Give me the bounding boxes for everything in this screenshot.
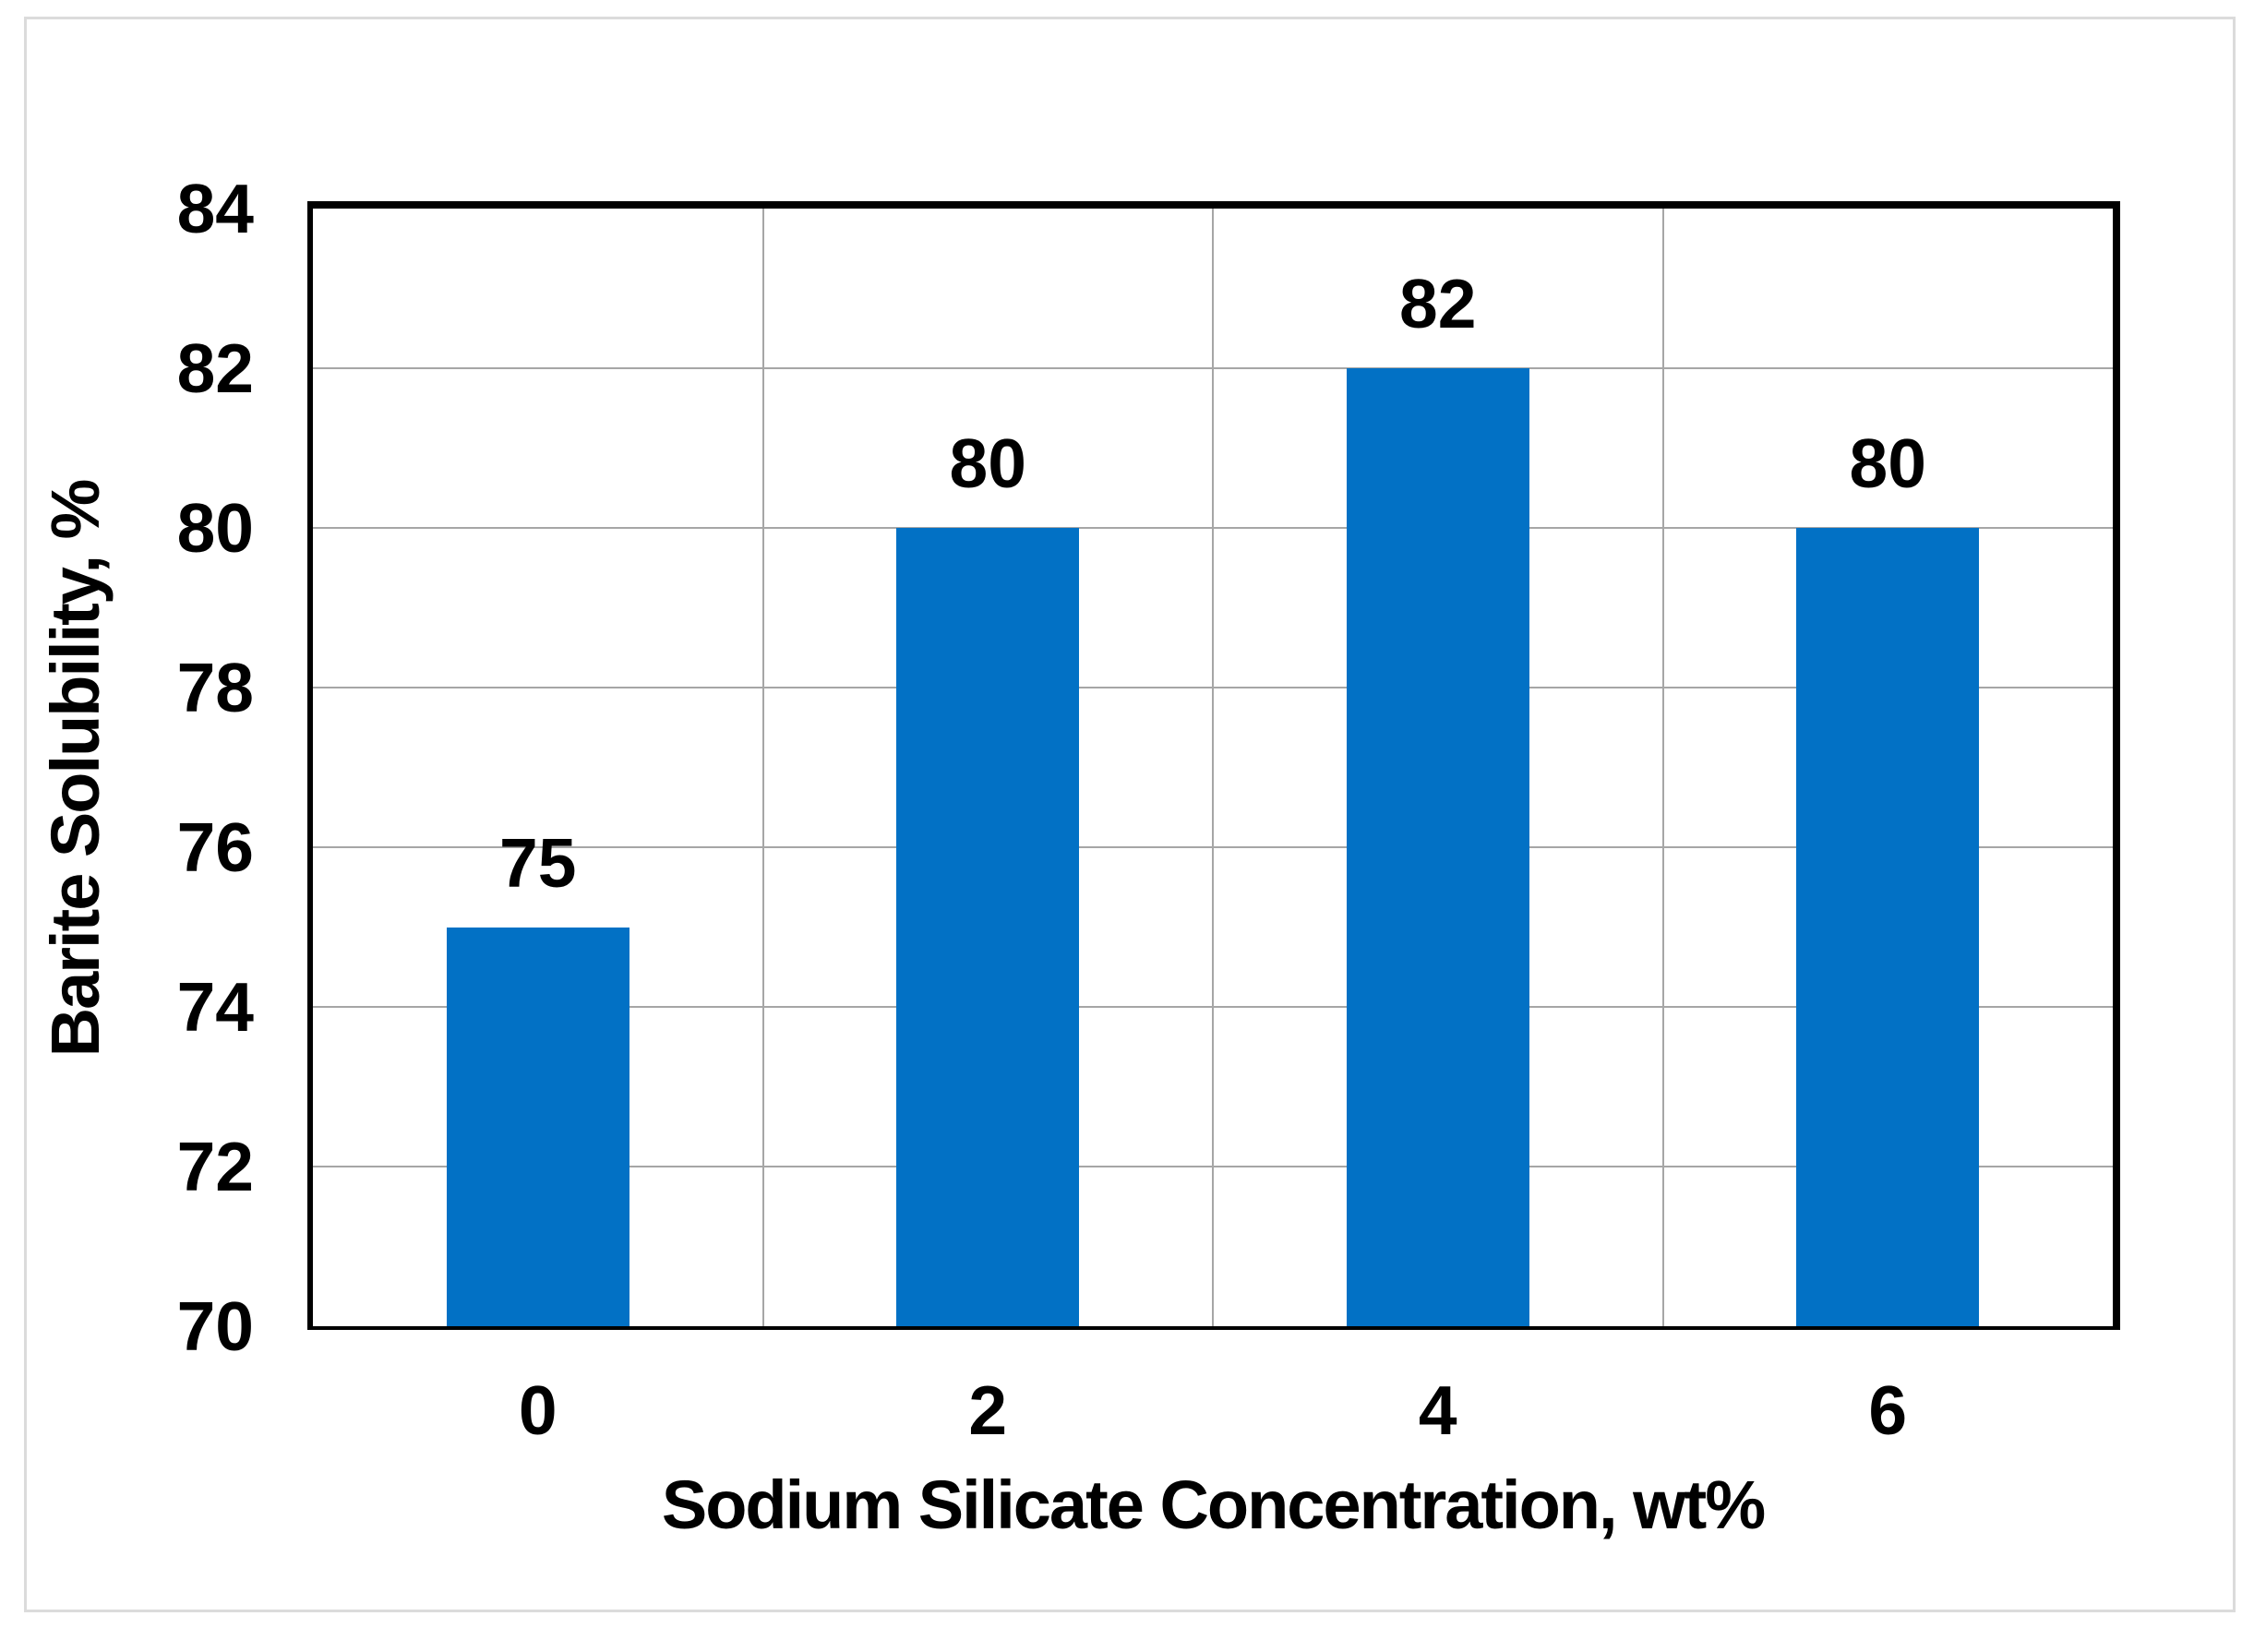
y-tick-label-84: 84	[176, 170, 254, 247]
v-gridline-3	[1661, 209, 1664, 1326]
x-axis-title: Sodium Silicate Concentration, wt%	[661, 1466, 1766, 1543]
y-tick-label-70: 70	[176, 1287, 254, 1365]
plot-area	[307, 201, 2120, 1330]
v-gridline-1	[761, 209, 764, 1326]
v-gridline-2	[1212, 209, 1214, 1326]
y-tick-label-72: 72	[176, 1128, 254, 1205]
x-tick-label-4: 4	[1418, 1371, 1457, 1449]
y-tick-label-82: 82	[176, 329, 254, 407]
bar-value-label-0: 75	[499, 823, 577, 902]
bar-x0	[446, 927, 629, 1326]
y-tick-label-74: 74	[176, 968, 254, 1046]
bar-x4	[1346, 368, 1529, 1326]
bar-value-label-3: 80	[1849, 425, 1926, 502]
figure-border	[24, 17, 2236, 1612]
bar-value-label-2: 82	[1399, 265, 1477, 342]
bar-value-label-1: 80	[949, 425, 1026, 502]
y-tick-label-76: 76	[176, 808, 254, 886]
y-tick-label-78: 78	[176, 649, 254, 726]
x-tick-label-0: 0	[518, 1371, 558, 1449]
x-tick-label-2: 2	[968, 1371, 1008, 1449]
y-tick-label-80: 80	[176, 489, 254, 567]
x-tick-label-6: 6	[1868, 1371, 1908, 1449]
bar-x6	[1796, 528, 1980, 1326]
bar-x2	[896, 528, 1080, 1326]
y-axis-title: Barite Solubility, %	[37, 480, 114, 1058]
